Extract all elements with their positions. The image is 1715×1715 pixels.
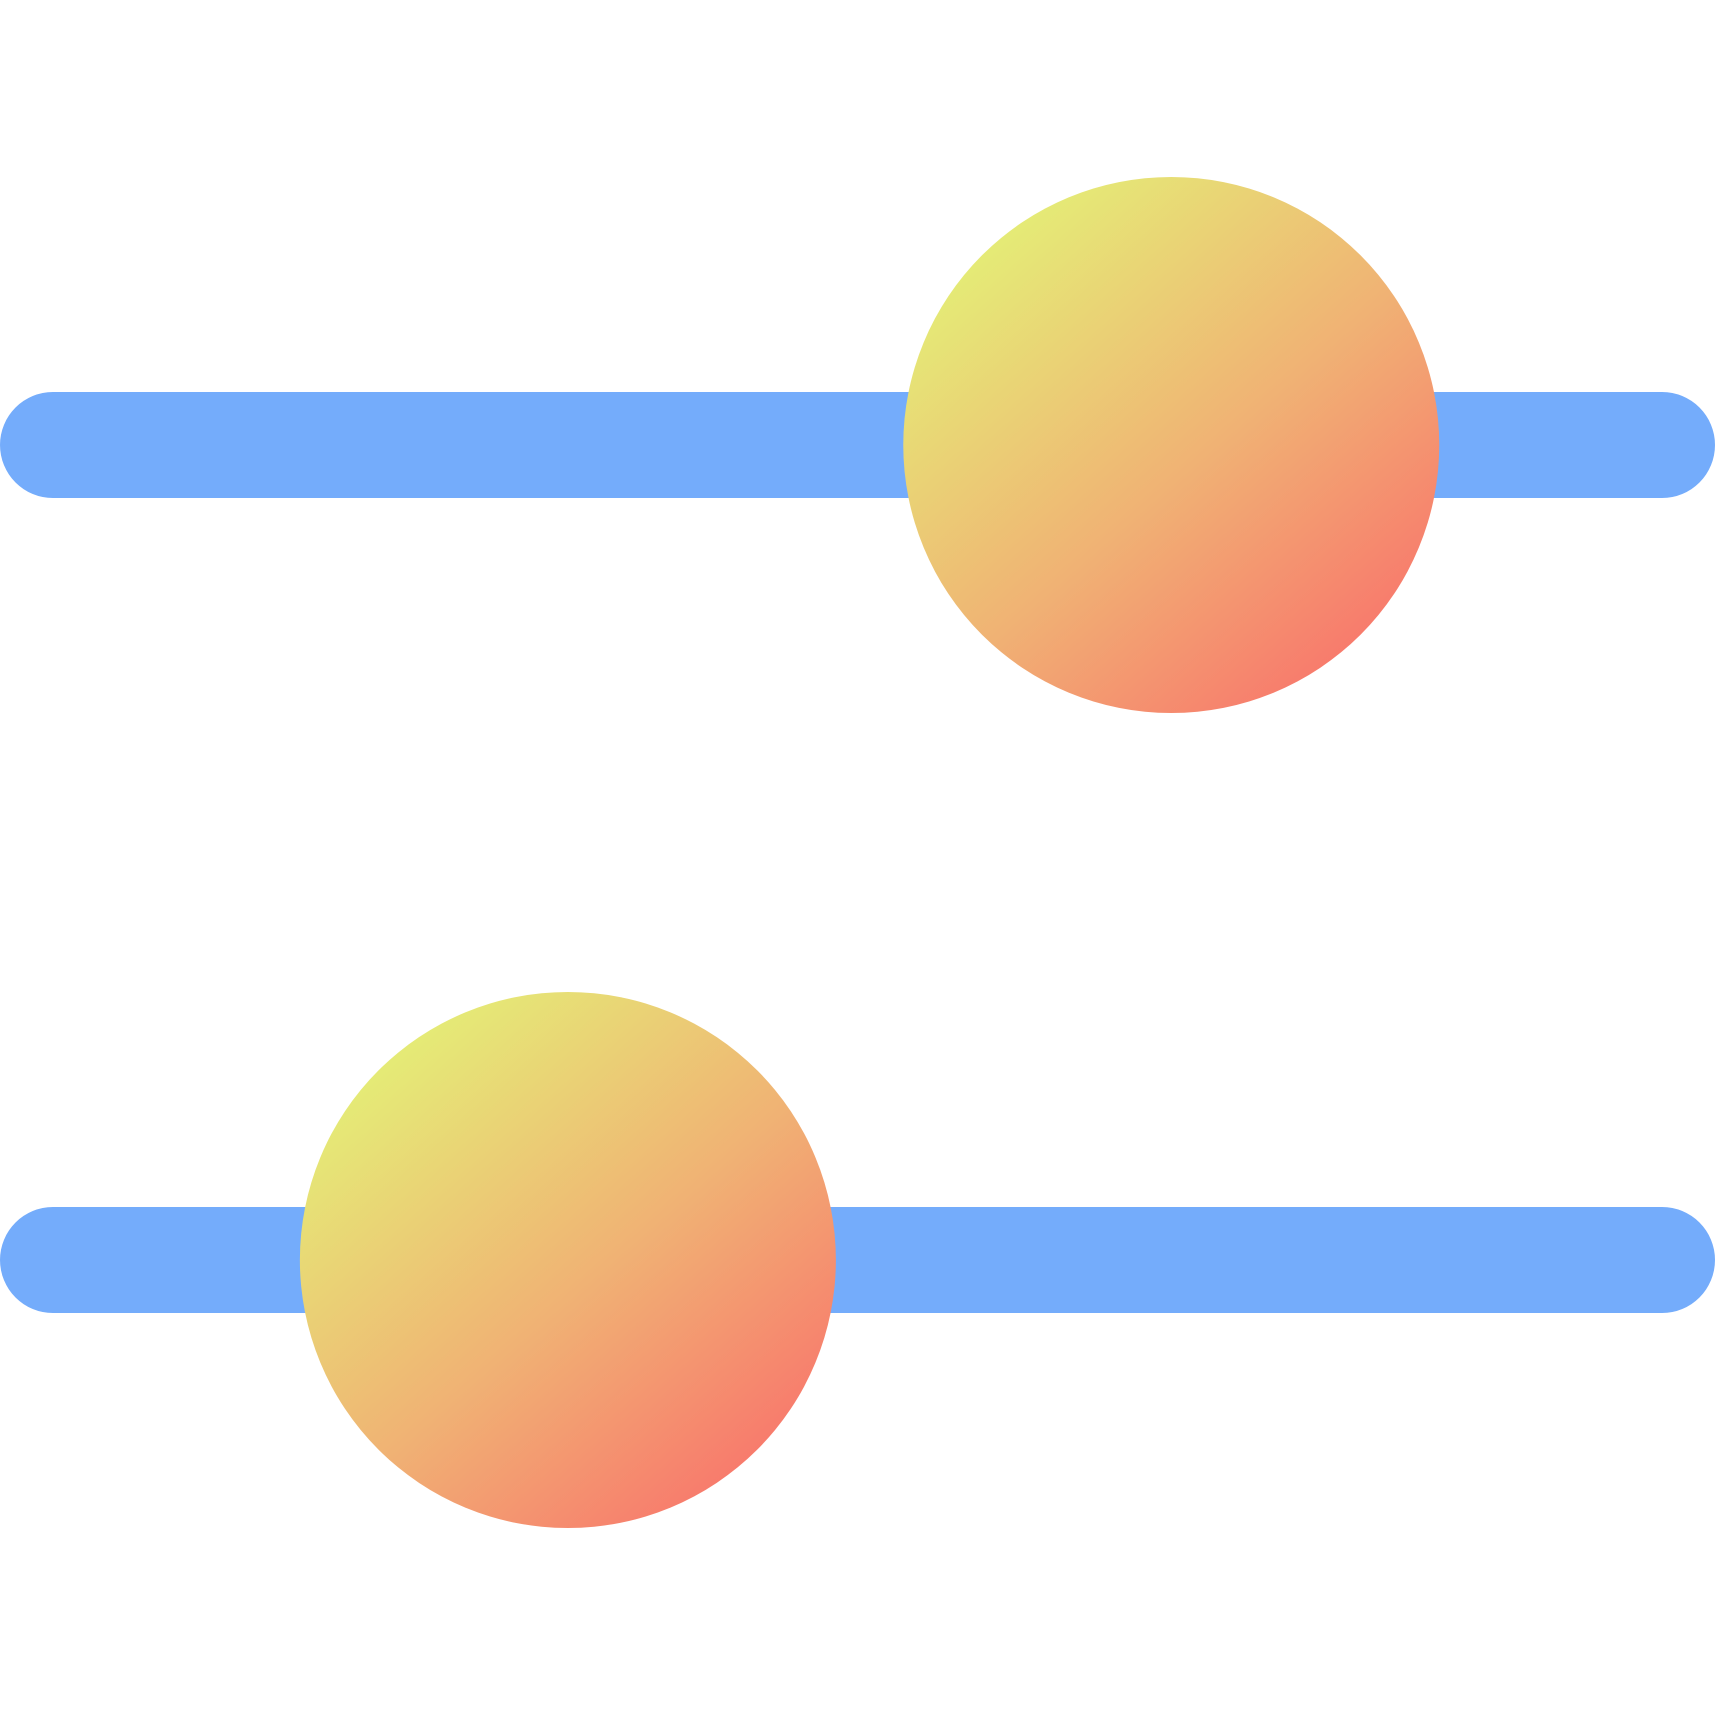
- slider-bottom[interactable]: [0, 992, 1715, 1528]
- slider-knob[interactable]: [299, 992, 836, 1528]
- slider-knob[interactable]: [903, 177, 1440, 713]
- slider-top[interactable]: [0, 177, 1715, 713]
